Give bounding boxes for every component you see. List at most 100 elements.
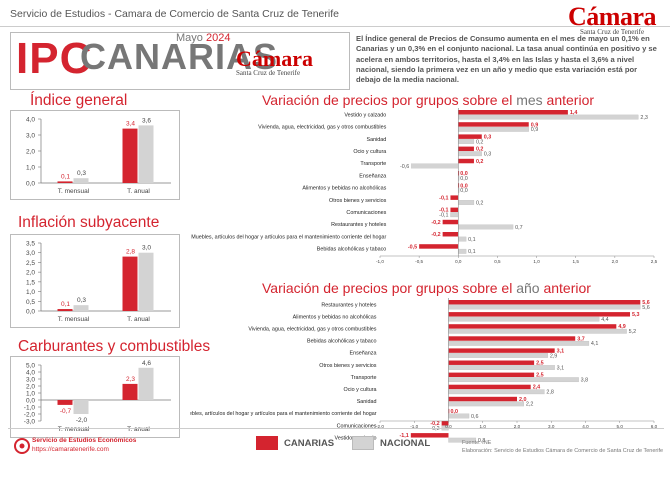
category-label: Enseñanza (350, 351, 377, 357)
canarias-title: CANARIAS (80, 36, 279, 77)
bar-nacional (448, 389, 545, 395)
data-label: 0,7 (515, 225, 523, 231)
y-tick-label: 3,0 (26, 133, 35, 140)
data-label: -0,1 (439, 208, 448, 214)
data-label: -0,6 (400, 164, 409, 170)
bar-canarias (448, 336, 576, 341)
chart-mes-anterior: Vestido y calzado 1,4 2,3 Vivienda, agua, e… (191, 108, 658, 264)
category-label: Comunicaciones (337, 423, 377, 429)
category-label: T. mensual (58, 426, 90, 433)
chart-title-carburantes: Carburantes y combustibles (18, 338, 211, 355)
category-label: Restaurantes y hoteles (321, 302, 376, 308)
bar-canarias (450, 207, 459, 213)
x-tick-label: 2,5 (651, 259, 658, 264)
data-label: 0,2 (476, 200, 484, 206)
data-label: -0,5 (408, 244, 417, 250)
category-label: Transporte (351, 375, 377, 381)
bar-nacional (450, 212, 459, 218)
bar-canarias (442, 232, 459, 237)
data-label: 0,8 (478, 438, 486, 444)
data-label: 3,7 (577, 336, 585, 342)
data-label: 2,2 (526, 402, 534, 408)
data-label: 0,3 (77, 297, 86, 304)
x-tick-label: 6,0 (651, 424, 658, 429)
data-label: 0,2 (476, 139, 484, 145)
chart-indice-general: 0,0 1,0 2,0 3,0 4,0 T. mensual 0,1 0,3 T. anual 3… (26, 117, 171, 195)
y-tick-label: -2,0 (24, 412, 36, 419)
bar-canarias (458, 158, 474, 164)
bar-canarias (442, 219, 459, 225)
data-label: 3,4 (126, 121, 135, 128)
title-part: Variación de precios por grupos sobre el (262, 280, 517, 296)
chart-title-ano-anterior: Variación de precios por grupos sobre el… (262, 280, 591, 296)
category-label: Otros bienes y servicios (319, 363, 377, 369)
year-label: 2024 (205, 32, 231, 44)
logo-sub: Santa Cruz de Tenerife (579, 28, 645, 36)
bar-nacional (448, 365, 555, 370)
category-label: Sanidad (357, 399, 377, 405)
data-label: 5,2 (629, 329, 637, 335)
data-label: 3,0 (142, 245, 151, 252)
x-tick-label: 5,0 (617, 424, 624, 429)
data-label: 0,3 (77, 170, 86, 177)
data-label: 2,4 (533, 385, 541, 391)
x-tick-label: -1,0 (410, 424, 418, 429)
data-label: 0,6 (471, 414, 479, 420)
bar-nacional (411, 163, 459, 169)
x-tick-label: 2,0 (612, 259, 619, 264)
bar-canarias (441, 421, 449, 426)
y-tick-label: 3,5 (26, 241, 35, 248)
bar-canarias (448, 324, 617, 329)
bar-canarias (458, 171, 460, 176)
x-tick-label: 1,5 (573, 259, 580, 264)
bar-nacional (458, 224, 514, 230)
bar-nacional (448, 401, 524, 407)
y-tick-label: -3,0 (24, 419, 36, 426)
y-tick-label: 0,0 (26, 181, 35, 188)
data-label: -0,2 (431, 232, 440, 238)
data-label: 4,9 (618, 324, 626, 330)
chart-box-inflacion-subyacente: 0,0 0,5 1,0 1,5 2,0 2,5 3,0 3,5 T. mensual 0,1 0,3… (10, 234, 180, 328)
footer-divider (8, 428, 664, 429)
data-label: 2,9 (550, 353, 558, 359)
x-tick-label: 1,0 (480, 424, 487, 429)
category-label: Restaurantes y hoteles (331, 222, 386, 228)
x-tick-label: -1,0 (376, 259, 384, 264)
bar-nacional (138, 367, 154, 400)
header-org-text: Servicio de Estudios - Camara de Comerci… (10, 8, 339, 20)
data-label: 0,2 (476, 159, 484, 165)
y-tick-label: 1,0 (26, 165, 35, 172)
x-tick-label: 0,0 (455, 259, 462, 264)
footer-logo-icon (14, 438, 30, 459)
bar-canarias (122, 256, 138, 311)
data-label: 0,0 (460, 176, 468, 182)
data-label: 0,1 (468, 237, 476, 243)
chart-box-indice-general: 0,0 1,0 2,0 3,0 4,0 T. mensual 0,1 0,3 T. anual 3… (10, 110, 180, 200)
data-label: 0,9 (531, 122, 539, 128)
footer-url[interactable]: https://camaratenerife.com (32, 446, 109, 453)
chart-ano-anterior: Restaurantes y hoteles 5,65,6 Alimentos y … (190, 298, 658, 444)
data-label: -2,0 (76, 417, 88, 424)
title-box (10, 32, 350, 90)
y-tick-label: 3,0 (26, 377, 35, 384)
title-part-highlight: año (516, 280, 540, 296)
y-tick-label: 4,0 (26, 117, 35, 124)
bar-nacional (448, 304, 641, 310)
ipc-title: IPC (16, 34, 93, 83)
category-label: Vivienda, agua, electricidad, gas y otro… (258, 125, 386, 131)
y-tick-label: 0,0 (26, 309, 35, 316)
data-label: 0,1 (61, 173, 70, 180)
data-label: 0,3 (484, 152, 492, 158)
legend-swatch-nacional (352, 436, 374, 450)
bar-nacional (458, 236, 467, 242)
data-label: -0,1 (439, 213, 448, 219)
data-label: 2,3 (640, 115, 648, 121)
data-label: -1,1 (400, 433, 409, 439)
category-label: Ocio y cultura (353, 149, 386, 155)
data-label: 5,6 (642, 305, 650, 311)
bar-canarias (410, 433, 449, 438)
data-label: 5,3 (632, 312, 640, 318)
title-part-highlight: mes (516, 92, 543, 108)
data-label: 3,1 (557, 365, 565, 371)
category-label: T. mensual (58, 188, 90, 195)
